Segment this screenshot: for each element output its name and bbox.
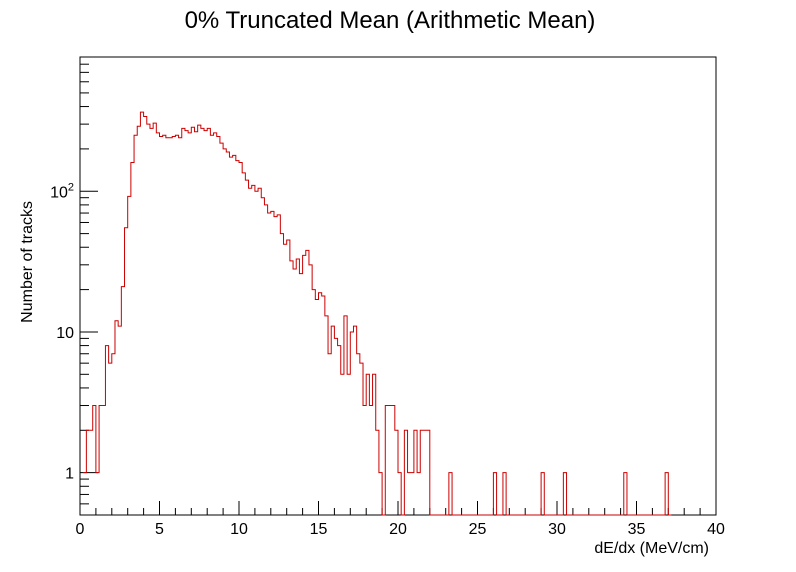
x-tick-label: 10 bbox=[230, 521, 248, 538]
histogram-line bbox=[83, 111, 672, 516]
x-tick-label: 25 bbox=[469, 521, 487, 538]
y-tick-label: 10 bbox=[56, 325, 74, 342]
x-tick-label: 15 bbox=[310, 521, 328, 538]
x-tick-label: 0 bbox=[76, 521, 85, 538]
chart-title: 0% Truncated Mean (Arithmetic Mean) bbox=[185, 7, 596, 34]
y-axis-label: Number of tracks bbox=[19, 201, 36, 323]
y-tick-label: 1 bbox=[65, 466, 74, 483]
x-tick-label: 35 bbox=[628, 521, 646, 538]
x-axis-label: dE/dx (MeV/cm) bbox=[594, 540, 709, 557]
x-tick-label: 20 bbox=[389, 521, 407, 538]
tick-labels: 0 5 10 15 20 25 30 35 40 1 10 102 bbox=[50, 181, 725, 538]
x-tick-label: 5 bbox=[155, 521, 164, 538]
y-tick-label: 102 bbox=[50, 181, 74, 201]
x-tick-label: 40 bbox=[707, 521, 725, 538]
x-tick-label: 30 bbox=[548, 521, 566, 538]
